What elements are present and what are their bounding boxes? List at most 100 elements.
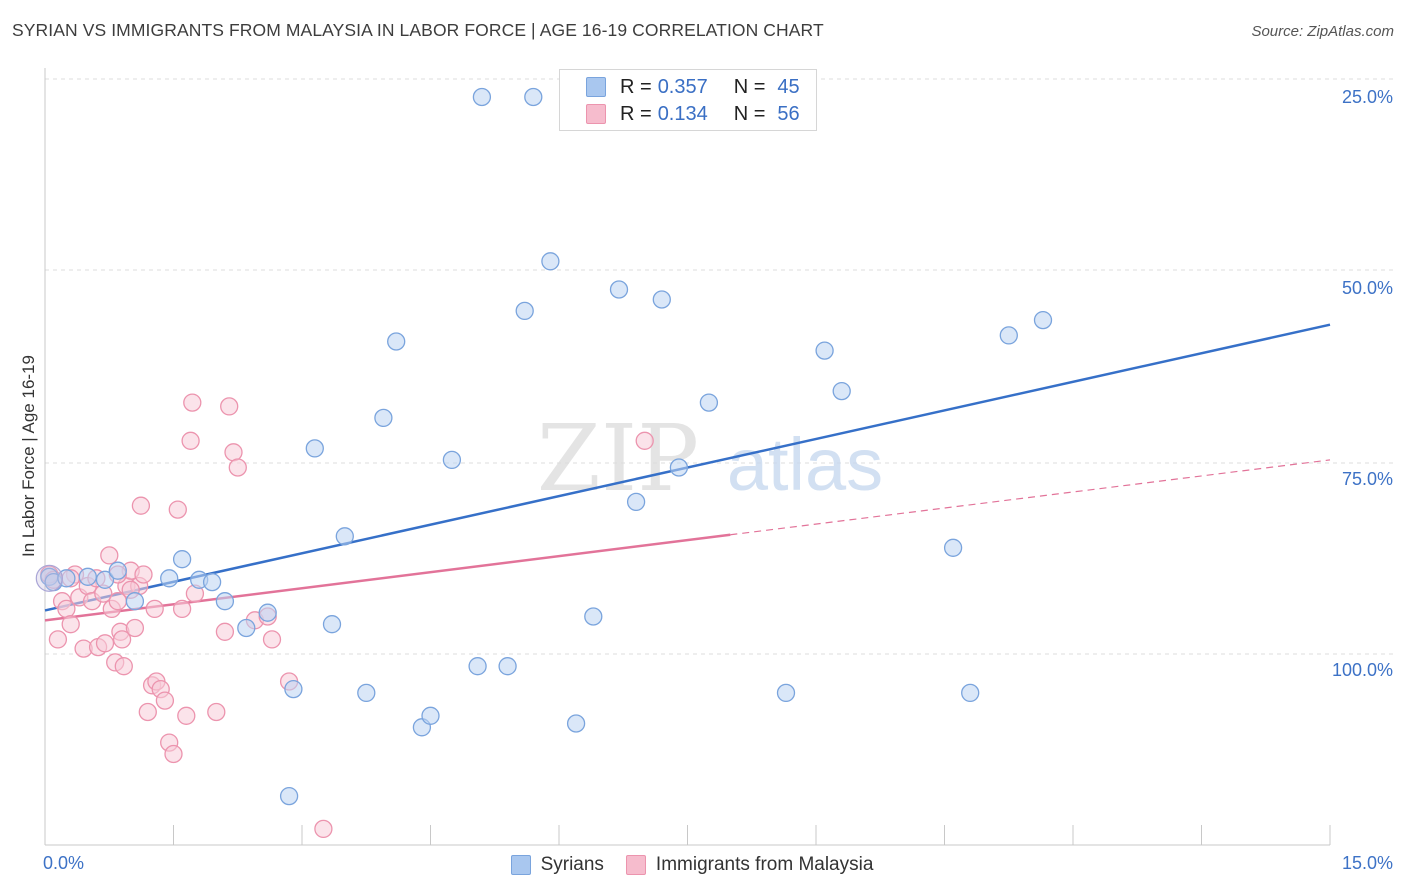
legend-r-value: 0.357 xyxy=(657,75,708,98)
series-swatch-malaysia xyxy=(625,855,646,875)
syrians-point xyxy=(305,439,324,458)
malaysia-point xyxy=(48,630,68,649)
syrians-point xyxy=(284,679,303,699)
syrians-point xyxy=(322,615,342,634)
malaysia-point xyxy=(207,702,226,722)
source-label: Source: ZipAtlas.com xyxy=(1251,23,1394,40)
trend-line-extension-1 xyxy=(730,459,1331,536)
watermark-atlas: atlas xyxy=(727,423,883,506)
malaysia-point xyxy=(220,397,239,416)
series-legend: Syrians Immigrants from Malaysia xyxy=(0,852,1406,878)
y-axis-label: In Labor Force | Age 16-19 xyxy=(19,355,38,557)
grid-lines xyxy=(45,78,1395,655)
malaysia-point xyxy=(164,744,183,764)
syrians-point xyxy=(442,450,462,470)
syrians-point xyxy=(652,290,671,309)
syrians-point xyxy=(172,550,192,569)
axes xyxy=(44,68,1331,846)
syrians-point xyxy=(961,683,980,703)
malaysia-point xyxy=(61,615,80,634)
syrians-point xyxy=(421,706,440,725)
syrians-point xyxy=(1033,310,1053,330)
malaysia-point xyxy=(183,393,202,412)
malaysia-point xyxy=(262,630,282,649)
syrians-point xyxy=(202,572,222,592)
syrians-point xyxy=(237,618,256,638)
legend-swatch-syrians xyxy=(586,77,606,97)
y-tick-label: 100.0% xyxy=(1332,660,1393,680)
syrians-point xyxy=(832,381,851,401)
chart-title: SYRIAN VS IMMIGRANTS FROM MALAYSIA IN LA… xyxy=(12,20,824,40)
malaysia-point xyxy=(177,706,196,725)
syrians-point xyxy=(943,538,963,557)
legend-swatch-malaysia xyxy=(586,104,606,124)
series-legend-malaysia[interactable]: Immigrants from Malaysia xyxy=(625,854,874,876)
malaysia-point xyxy=(100,546,119,565)
malaysia-point xyxy=(112,630,132,649)
legend-row-syrians: R = 0.357 N = 45 xyxy=(586,74,800,100)
syrians-point xyxy=(374,408,393,428)
malaysia-point xyxy=(314,819,333,839)
syrians-point xyxy=(125,592,145,611)
syrians-point xyxy=(669,458,689,477)
malaysia-point xyxy=(95,634,115,653)
y-tick-label: 50.0% xyxy=(1342,278,1393,298)
malaysia-point xyxy=(138,702,157,722)
malaysia-point xyxy=(172,599,192,619)
legend-n-value: 45 xyxy=(777,75,800,98)
syrians-point xyxy=(279,786,299,806)
syrians-point xyxy=(387,332,406,351)
syrians-point xyxy=(999,326,1018,345)
syrians-point xyxy=(468,657,487,676)
watermark: ZIP atlas xyxy=(537,405,883,512)
series-label-syrians: Syrians xyxy=(540,854,604,875)
data-points xyxy=(35,87,1053,839)
syrians-point xyxy=(258,603,277,622)
x-tick-label-min: 0.0% xyxy=(43,853,84,873)
malaysia-point xyxy=(134,565,153,584)
x-tick-label-max: 15.0% xyxy=(1342,853,1393,873)
malaysia-point xyxy=(215,622,235,641)
syrians-point xyxy=(95,570,115,589)
tick-labels: 25.0% 50.0% 75.0% 100.0% 0.0% 15.0% xyxy=(43,87,1393,873)
malaysia-point xyxy=(224,443,243,462)
syrians-point xyxy=(609,280,629,299)
syrians-point xyxy=(776,683,796,703)
legend-row-malaysia: R = 0.134 N = 56 xyxy=(586,101,800,127)
malaysia-point xyxy=(131,496,151,515)
syrians-point xyxy=(78,567,97,586)
malaysia-point xyxy=(228,458,247,477)
syrians-point xyxy=(335,527,354,546)
syrians-point xyxy=(515,301,534,321)
syrians-point xyxy=(815,341,834,360)
series-label-malaysia: Immigrants from Malaysia xyxy=(655,854,874,875)
syrians-point xyxy=(108,561,127,580)
malaysia-point xyxy=(114,657,133,676)
legend-n-value: 56 xyxy=(777,102,800,125)
syrians-point xyxy=(584,607,603,626)
legend-n-label: N = xyxy=(733,102,766,125)
malaysia-point xyxy=(181,431,200,450)
legend-r-value: 0.134 xyxy=(657,102,708,125)
malaysia-point xyxy=(155,691,175,710)
syrians-point xyxy=(699,393,719,412)
malaysia-point xyxy=(168,500,187,519)
cluster-point xyxy=(35,564,63,592)
malaysia-point xyxy=(145,599,164,619)
syrians-point xyxy=(566,714,586,733)
syrians-point xyxy=(472,87,492,107)
malaysia-point xyxy=(125,618,145,638)
syrians-point xyxy=(215,592,235,611)
malaysia-point xyxy=(635,431,654,450)
syrians-point xyxy=(357,683,376,703)
syrians-point xyxy=(541,252,560,271)
legend-r-label: R = xyxy=(620,75,652,98)
syrians-point xyxy=(524,87,543,107)
legend-n-label: N = xyxy=(733,75,766,98)
y-tick-label: 25.0% xyxy=(1342,87,1393,107)
series-swatch-syrians xyxy=(510,855,531,875)
series-legend-syrians[interactable]: Syrians xyxy=(510,854,604,876)
syrians-point xyxy=(160,569,179,588)
syrians-point xyxy=(626,492,646,512)
